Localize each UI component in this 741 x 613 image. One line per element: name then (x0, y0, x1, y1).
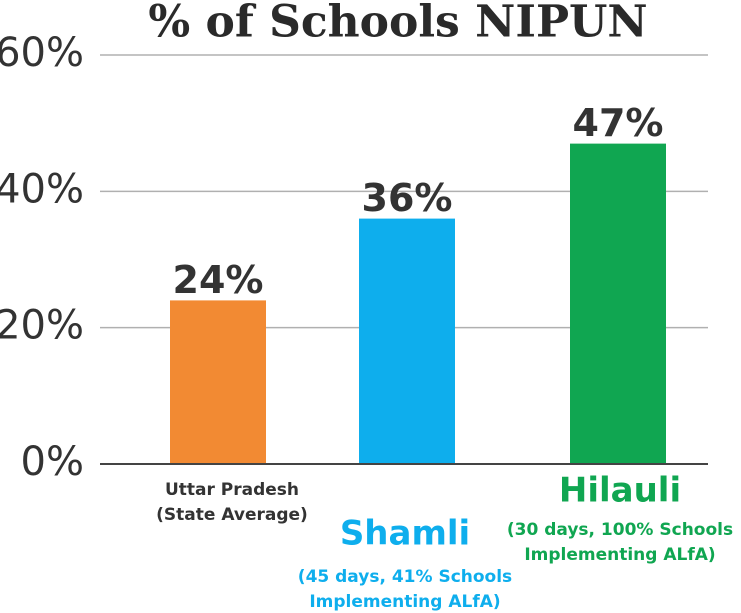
y-tick-label: 60% (0, 30, 84, 76)
category-detail: (State Average) (156, 505, 308, 525)
category-label: Uttar Pradesh (165, 480, 299, 500)
y-tick-label: 20% (0, 303, 84, 349)
category-detail: (30 days, 100% Schools (507, 520, 733, 540)
value-label: 36% (362, 176, 453, 220)
category-label: Shamli (340, 514, 470, 554)
chart-title: % of Schools NIPUN (148, 0, 647, 48)
y-tick-label: 0% (21, 439, 84, 485)
y-tick-label: 40% (0, 166, 84, 212)
category-label: Hilauli (559, 471, 681, 511)
bar (170, 300, 266, 464)
bar (359, 218, 455, 464)
value-label: 47% (573, 101, 664, 145)
category-detail: (45 days, 41% Schools (298, 567, 512, 587)
category-detail: Implementing ALfA) (524, 545, 715, 565)
category-detail: Implementing ALfA) (309, 592, 500, 612)
bar (570, 143, 666, 464)
value-label: 24% (173, 258, 264, 302)
